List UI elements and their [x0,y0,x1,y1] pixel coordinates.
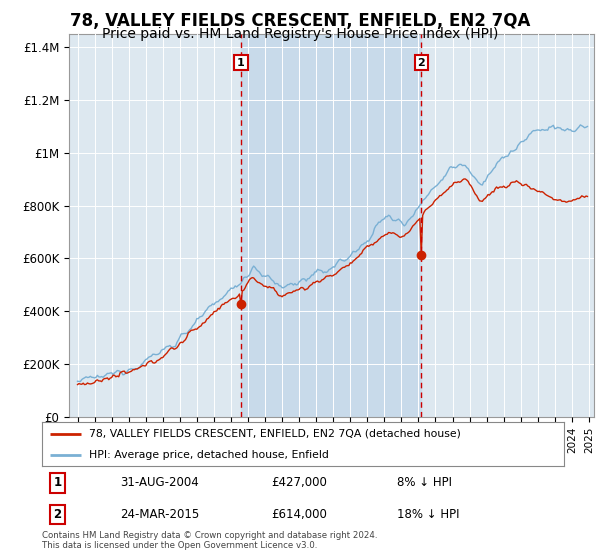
Text: 2: 2 [53,508,62,521]
Text: £427,000: £427,000 [272,477,328,489]
Text: £614,000: £614,000 [272,508,328,521]
Text: 8% ↓ HPI: 8% ↓ HPI [397,477,452,489]
Bar [241,34,421,417]
Text: 2: 2 [418,58,425,68]
Text: Price paid vs. HM Land Registry's House Price Index (HPI): Price paid vs. HM Land Registry's House … [102,27,498,41]
Text: 78, VALLEY FIELDS CRESCENT, ENFIELD, EN2 7QA: 78, VALLEY FIELDS CRESCENT, ENFIELD, EN2… [70,12,530,30]
Text: 1: 1 [53,477,62,489]
Text: 31-AUG-2004: 31-AUG-2004 [121,477,199,489]
Text: HPI: Average price, detached house, Enfield: HPI: Average price, detached house, Enfi… [89,450,329,460]
Text: 18% ↓ HPI: 18% ↓ HPI [397,508,460,521]
Text: Contains HM Land Registry data © Crown copyright and database right 2024.
This d: Contains HM Land Registry data © Crown c… [42,531,377,550]
Text: 1: 1 [237,58,245,68]
Text: 78, VALLEY FIELDS CRESCENT, ENFIELD, EN2 7QA (detached house): 78, VALLEY FIELDS CRESCENT, ENFIELD, EN2… [89,428,461,438]
Text: 24-MAR-2015: 24-MAR-2015 [121,508,200,521]
